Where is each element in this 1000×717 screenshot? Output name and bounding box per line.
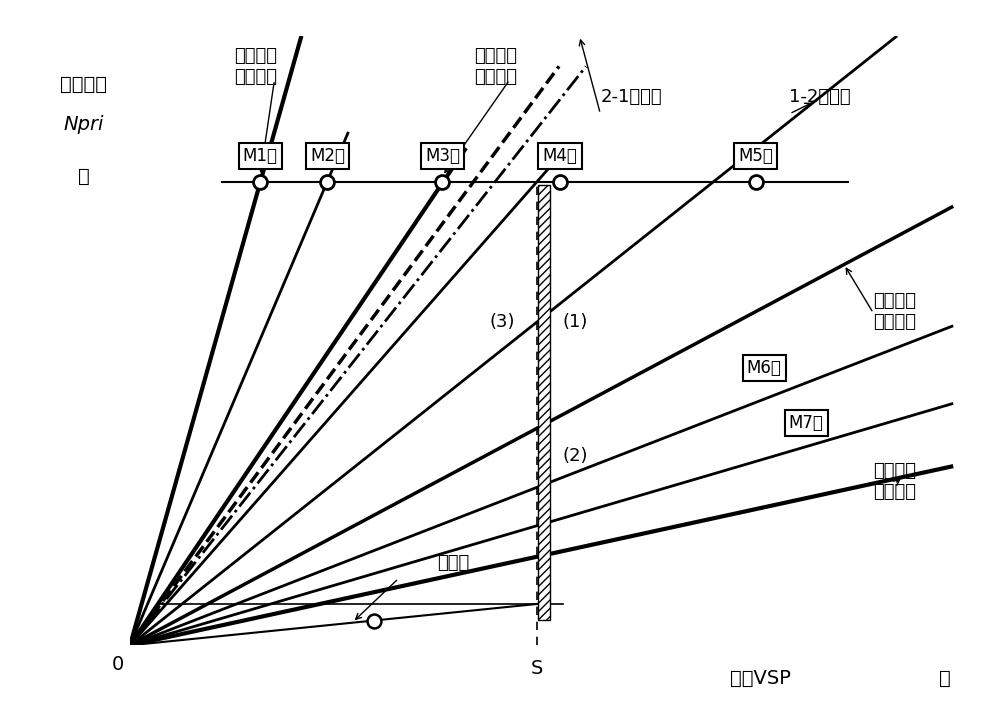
Text: 高速模式
最高速线: 高速模式 最高速线 (873, 462, 916, 501)
Text: M7速: M7速 (789, 414, 824, 432)
Text: 车速VSP: 车速VSP (730, 670, 790, 688)
Text: 低速模式
最高速线: 低速模式 最高速线 (873, 292, 916, 331)
Text: (3): (3) (489, 313, 515, 331)
Text: Npri: Npri (64, 115, 104, 133)
Text: M4速: M4速 (543, 147, 578, 165)
Text: (1): (1) (563, 313, 588, 331)
Text: 0: 0 (111, 655, 124, 674)
Text: M3速: M3速 (425, 147, 460, 165)
Text: 1-2升档线: 1-2升档线 (789, 87, 851, 106)
Text: 高: 高 (78, 166, 90, 186)
Text: 高: 高 (939, 670, 951, 688)
Text: 初级转速: 初级转速 (60, 75, 107, 94)
Text: 低速模式
最低速线: 低速模式 最低速线 (234, 47, 278, 85)
Bar (538, 185, 550, 619)
Text: M1速: M1速 (243, 147, 278, 165)
Text: 高速模式
最低速线: 高速模式 最低速线 (474, 47, 517, 85)
Text: M2速: M2速 (310, 147, 345, 165)
Text: (2): (2) (563, 447, 588, 465)
Text: S: S (531, 659, 544, 678)
Text: M6速: M6速 (747, 359, 782, 377)
Text: 2-1降档线: 2-1降档线 (600, 87, 662, 106)
Text: M5速: M5速 (738, 147, 773, 165)
Text: 滑行线: 滑行线 (437, 554, 470, 572)
